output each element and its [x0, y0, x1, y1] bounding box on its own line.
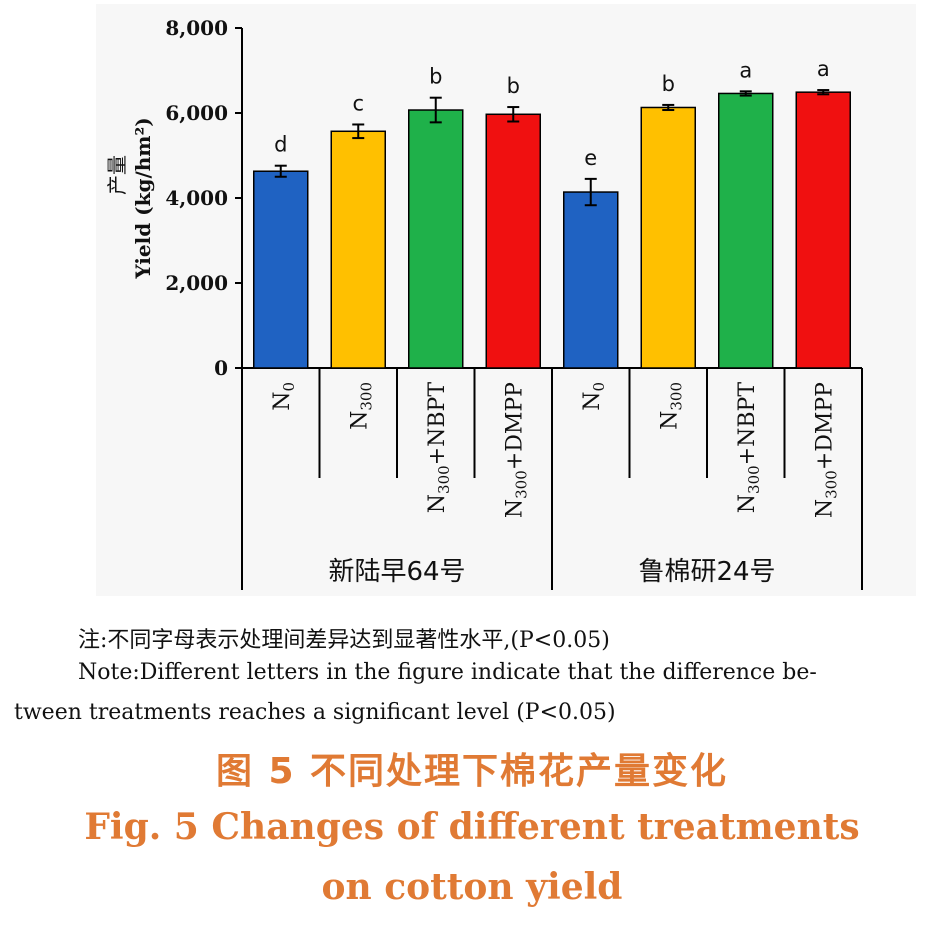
y-tick-label: 6,000 — [165, 101, 228, 125]
significance-letter: a — [817, 57, 830, 81]
bar — [485, 113, 541, 369]
bar — [253, 170, 309, 369]
x-category-label: N300+DMPP — [502, 382, 530, 518]
bar — [563, 191, 619, 369]
chart-area: 0 2,000 4,000 6,000 8,000 Yield (kg/hm²) 产量 d N0… — [105, 16, 863, 590]
bar — [408, 109, 464, 369]
y-axis-title-chinese: 产量 — [105, 155, 129, 195]
y-tick-label: 2,000 — [165, 271, 228, 295]
bar — [640, 106, 696, 369]
note-chinese: 注:不同字母表示处理间差异达到显著性水平,(P<0.05) — [78, 628, 610, 653]
note-english-line-1: Note:Different letters in the figure ind… — [78, 660, 817, 685]
significance-letter: b — [429, 65, 442, 89]
significance-letter: e — [584, 146, 597, 170]
significance-letter: c — [352, 91, 364, 115]
significance-letter: b — [507, 74, 520, 98]
bar — [718, 92, 774, 369]
y-tick-label: 0 — [214, 356, 228, 380]
x-category-label: N0 — [270, 382, 298, 411]
x-category-label: N300+NBPT — [735, 382, 763, 514]
figure-caption-english-line-2: on cotton yield — [321, 866, 623, 908]
bar — [330, 130, 386, 369]
x-category-label: N300+DMPP — [812, 382, 840, 518]
y-tick-label: 8,000 — [165, 16, 228, 40]
group-label: 鲁棉研24号 — [638, 557, 775, 587]
y-axis-title: Yield (kg/hm²) — [131, 117, 155, 279]
note-english-line-2: tween treatments reaches a significant l… — [14, 700, 616, 725]
yield-bar-chart: 0 2,000 4,000 6,000 8,000 Yield (kg/hm²)产量 d N0… — [105, 16, 863, 590]
significance-letter: b — [662, 72, 675, 96]
x-category-label: N0 — [580, 382, 608, 411]
significance-letter: a — [739, 58, 752, 82]
figure-caption-english-line-1: Fig. 5 Changes of different treatments — [84, 806, 860, 848]
bar — [795, 91, 851, 369]
significance-letter: d — [274, 133, 287, 157]
x-category-label: N300 — [347, 382, 375, 430]
x-category-label: N300 — [657, 382, 685, 430]
figure-caption-chinese: 图 5 不同处理下棉花产量变化 — [215, 751, 729, 792]
x-category-label: N300+NBPT — [425, 382, 453, 514]
y-tick-label: 4,000 — [165, 186, 228, 210]
group-label: 新陆早64号 — [328, 557, 465, 587]
